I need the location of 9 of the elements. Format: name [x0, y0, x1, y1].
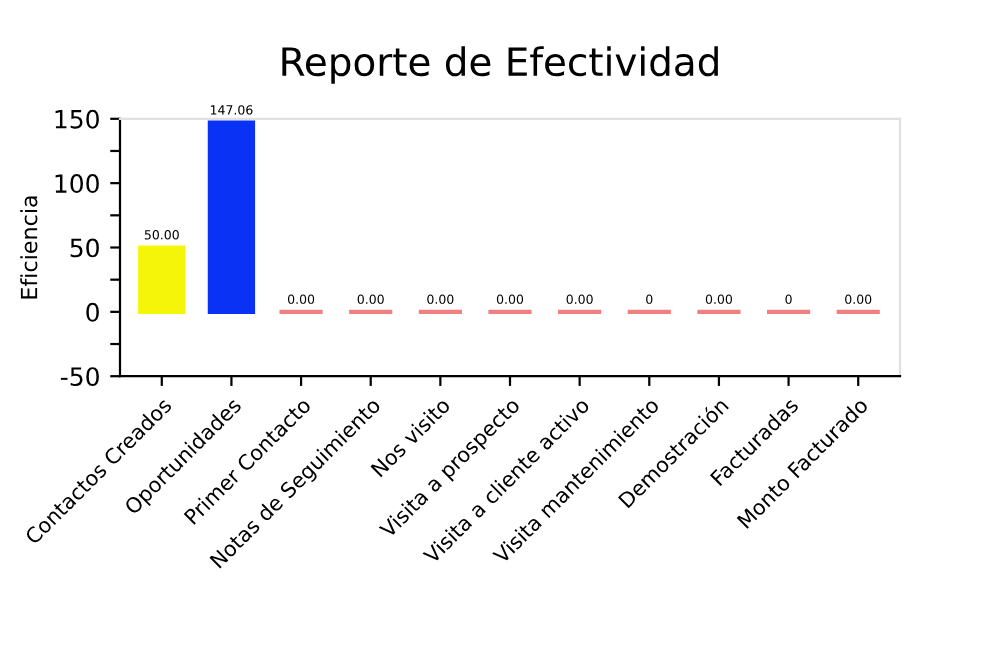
y-tick-label: 100	[55, 174, 99, 193]
y-tick-label: -50	[60, 367, 99, 387]
y-tick-label: 150	[55, 109, 99, 129]
y-tick-label: 50	[70, 238, 99, 258]
bar	[138, 245, 186, 314]
bar	[207, 120, 256, 314]
chart-title: Reporte de Efectividad	[282, 46, 718, 84]
y-axis-title: Eficiencia	[20, 196, 38, 299]
y-tick-label: 0	[86, 302, 99, 322]
